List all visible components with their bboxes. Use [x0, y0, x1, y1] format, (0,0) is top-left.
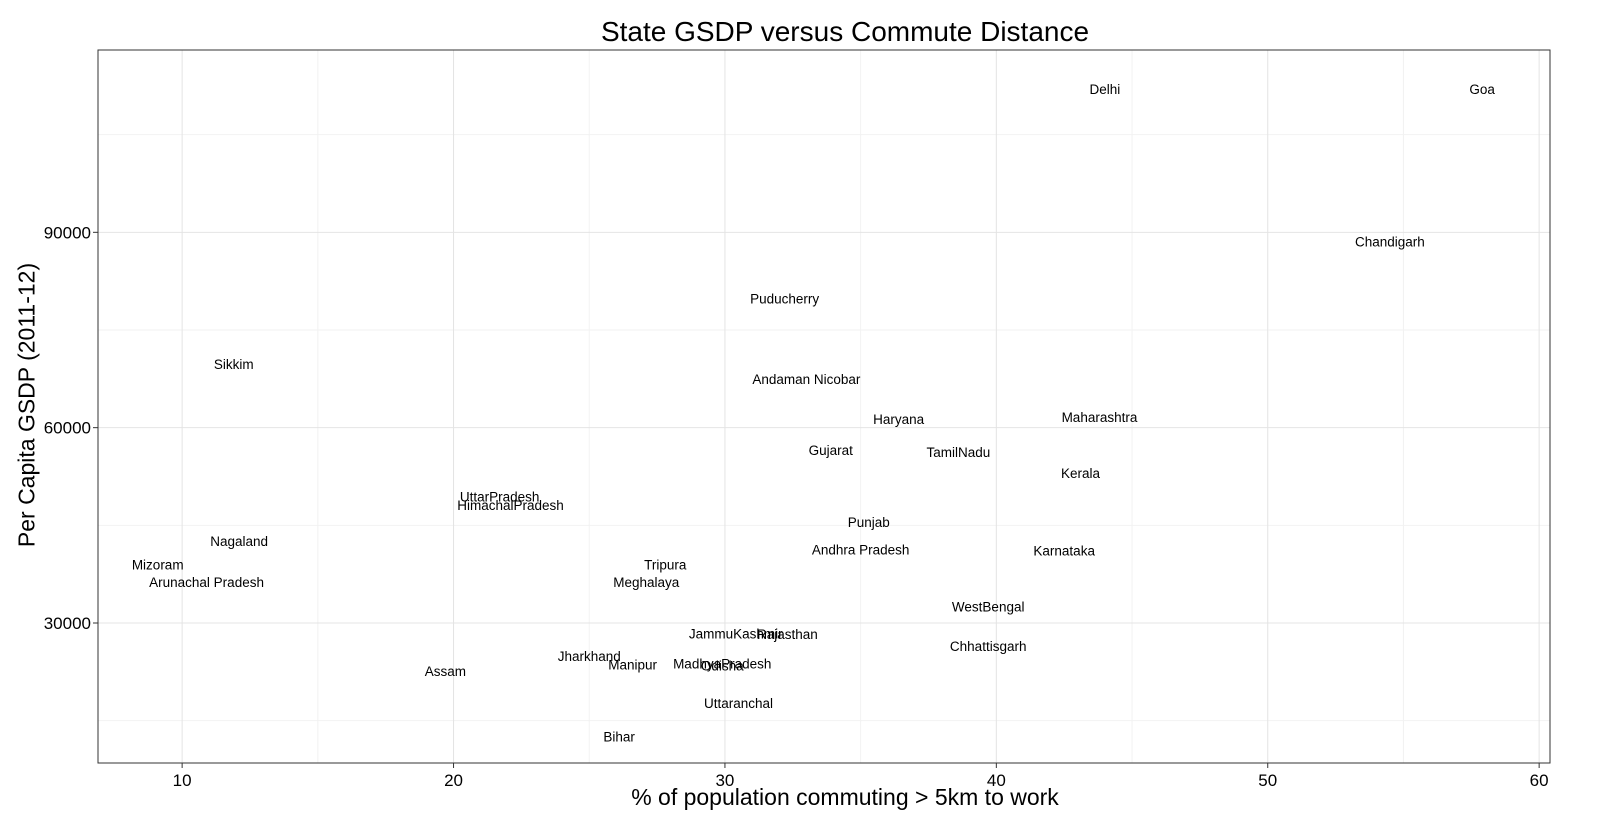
- x-axis-ticks: 10 20 30 40 50 60: [173, 763, 1549, 790]
- point-label: Karnataka: [1033, 544, 1095, 559]
- point-label: Goa: [1469, 82, 1495, 97]
- point-label: JammuKashmir: [689, 626, 783, 641]
- point-label: Maharashtra: [1062, 410, 1138, 425]
- point-label: Odisha: [701, 658, 744, 673]
- point-label: Assam: [425, 664, 466, 679]
- x-tick-label: 30: [715, 771, 734, 790]
- data-labels: Delhi Goa Chandigarh Puducherry Sikkim Andama…: [132, 82, 1496, 744]
- point-label: Sikkim: [214, 357, 254, 372]
- x-tick-label: 40: [987, 771, 1006, 790]
- chart-title: State GSDP versus Commute Distance: [600, 16, 1090, 47]
- y-axis-ticks: 30000 60000 90000: [44, 223, 98, 633]
- point-label: Chhattisgarh: [950, 639, 1027, 654]
- point-label: UttarPradesh: [460, 490, 540, 505]
- point-label: Arunachal Pradesh: [149, 575, 264, 590]
- point-label: MadhyaPradesh: [673, 656, 771, 671]
- x-tick-label: 20: [444, 771, 463, 790]
- point-label: Haryana: [873, 412, 925, 427]
- point-label: WestBengal: [952, 600, 1025, 615]
- point-label: Rajasthan: [757, 627, 818, 642]
- minor-gridlines: [98, 50, 1550, 763]
- point-label: HimachalPradesh: [457, 498, 564, 513]
- point-label: Mizoram: [132, 557, 184, 572]
- point-label: Gujarat: [809, 443, 854, 458]
- point-label: Nagaland: [210, 534, 268, 549]
- point-label: Meghalaya: [613, 575, 680, 590]
- point-label: Andaman Nicobar: [752, 372, 861, 387]
- point-label: Tripura: [644, 557, 687, 572]
- point-label: Chandigarh: [1355, 234, 1425, 249]
- x-tick-label: 10: [173, 771, 192, 790]
- y-axis-label: Per Capita GSDP (2011-12): [13, 262, 40, 548]
- point-label: Andhra Pradesh: [812, 542, 910, 557]
- point-label: Punjab: [848, 515, 890, 530]
- point-label: Jharkhand: [558, 649, 621, 664]
- x-tick-label: 60: [1530, 771, 1549, 790]
- point-label: Kerala: [1061, 466, 1101, 481]
- point-label: Puducherry: [750, 292, 819, 307]
- y-tick-label: 30000: [44, 614, 91, 633]
- major-gridlines: [98, 50, 1550, 763]
- x-tick-label: 50: [1258, 771, 1277, 790]
- point-label: TamilNadu: [926, 445, 990, 460]
- point-label: Manipur: [608, 658, 657, 673]
- panel-border: [97, 49, 1551, 764]
- point-label: Delhi: [1090, 82, 1121, 97]
- x-axis-label: % of population commuting > 5km to work: [631, 784, 1059, 810]
- y-tick-label: 60000: [44, 419, 91, 438]
- point-label: Uttaranchal: [704, 696, 773, 711]
- point-label: Bihar: [603, 729, 635, 744]
- y-tick-label: 90000: [44, 223, 91, 242]
